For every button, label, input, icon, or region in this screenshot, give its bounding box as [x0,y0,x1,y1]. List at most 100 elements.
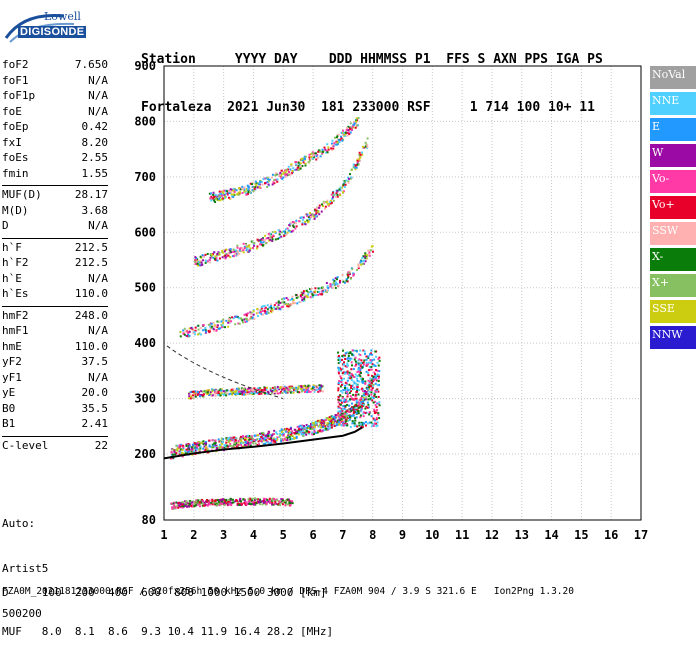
echo-point [272,432,275,435]
echo-point [219,327,222,330]
echo-point [267,430,270,433]
echo-point [355,416,358,419]
echo-point [362,361,365,364]
echo-point [331,286,334,289]
echo-point [291,295,294,298]
echo-point [270,392,273,395]
echo-point [264,436,267,439]
echo-point [185,443,188,446]
echo-point [374,373,377,376]
echo-point [283,438,286,441]
echo-point [355,397,358,400]
echo-point [352,420,355,423]
echo-point [287,303,290,306]
echo-point [280,173,283,176]
echo-point [305,432,308,435]
echo-point [363,359,366,362]
echo-point [354,356,357,359]
echo-point [340,358,343,361]
echo-point [221,190,224,193]
echo-point [350,409,353,412]
echo-point [266,432,269,435]
echo-point [336,421,339,424]
echo-point [337,405,340,408]
param-value: 212.5 [74,256,108,269]
file-footer: FZA0M_2021181233000.RSF / 320fx256h 50 k… [2,586,574,597]
plot-frame [163,65,642,521]
echo-point [225,254,228,257]
echo-point [278,233,281,236]
echo-point [243,438,246,441]
echo-point [325,417,328,420]
echo-point [267,180,270,183]
echo-point [306,391,309,394]
echo-point [286,305,289,308]
echo-point [370,415,373,418]
echo-point [196,393,199,396]
echo-point [306,430,309,433]
echo-point [341,191,344,194]
echo-point [321,152,324,155]
echo-point [216,259,219,262]
param-name: h`F2 [2,256,29,269]
echo-point [357,407,360,410]
echo-point [266,176,269,179]
param-separator [2,435,108,437]
echo-point [199,327,202,330]
echo-point [340,413,343,416]
echo-point [279,301,282,304]
echo-point [265,242,268,245]
echo-point [235,250,238,253]
echo-point [295,386,298,389]
echo-point [338,406,341,409]
echo-point [243,387,246,390]
echo-point [325,151,328,154]
echo-point [355,401,358,404]
echo-point [336,276,339,279]
echo-point [293,431,296,434]
echo-point [236,246,239,249]
echo-point [288,390,291,393]
echo-point [328,418,331,421]
echo-point [329,285,332,288]
echo-point [249,182,252,185]
distance-row: D 100 200 400 600 800 1000 1500 3000 [km… [2,586,327,599]
echo-point [211,443,214,446]
echo-point [315,420,318,423]
echo-point [292,298,295,301]
echo-point [295,219,298,222]
echo-point [179,331,182,334]
echo-point [206,500,209,503]
echo-point [301,293,304,296]
echo-point [218,197,221,200]
echo-point [354,419,357,422]
echo-point [311,293,314,296]
echo-point [247,498,250,501]
echo-point [352,414,355,417]
echo-point [265,388,268,391]
legend-item: Vo- [650,170,696,193]
echo-point [248,502,251,505]
param-name: fxI [2,135,22,149]
echo-point [377,375,380,378]
echo-point [263,240,266,243]
echo-point [325,424,328,427]
echo-point [341,349,344,352]
echo-point [246,442,249,445]
echo-point [375,405,378,408]
echo-point [235,392,238,395]
echo-point [206,391,209,394]
echo-point [361,381,364,384]
echo-point [205,330,208,333]
echo-point [219,388,222,391]
echo-point [262,433,265,436]
echo-point [339,138,342,141]
echo-point [328,416,331,419]
echo-point [251,186,254,189]
echo-point [203,442,206,445]
echo-point [288,430,291,433]
echo-point [355,363,358,366]
echo-point [344,381,347,384]
echo-point [268,306,271,309]
echo-point [374,390,377,393]
